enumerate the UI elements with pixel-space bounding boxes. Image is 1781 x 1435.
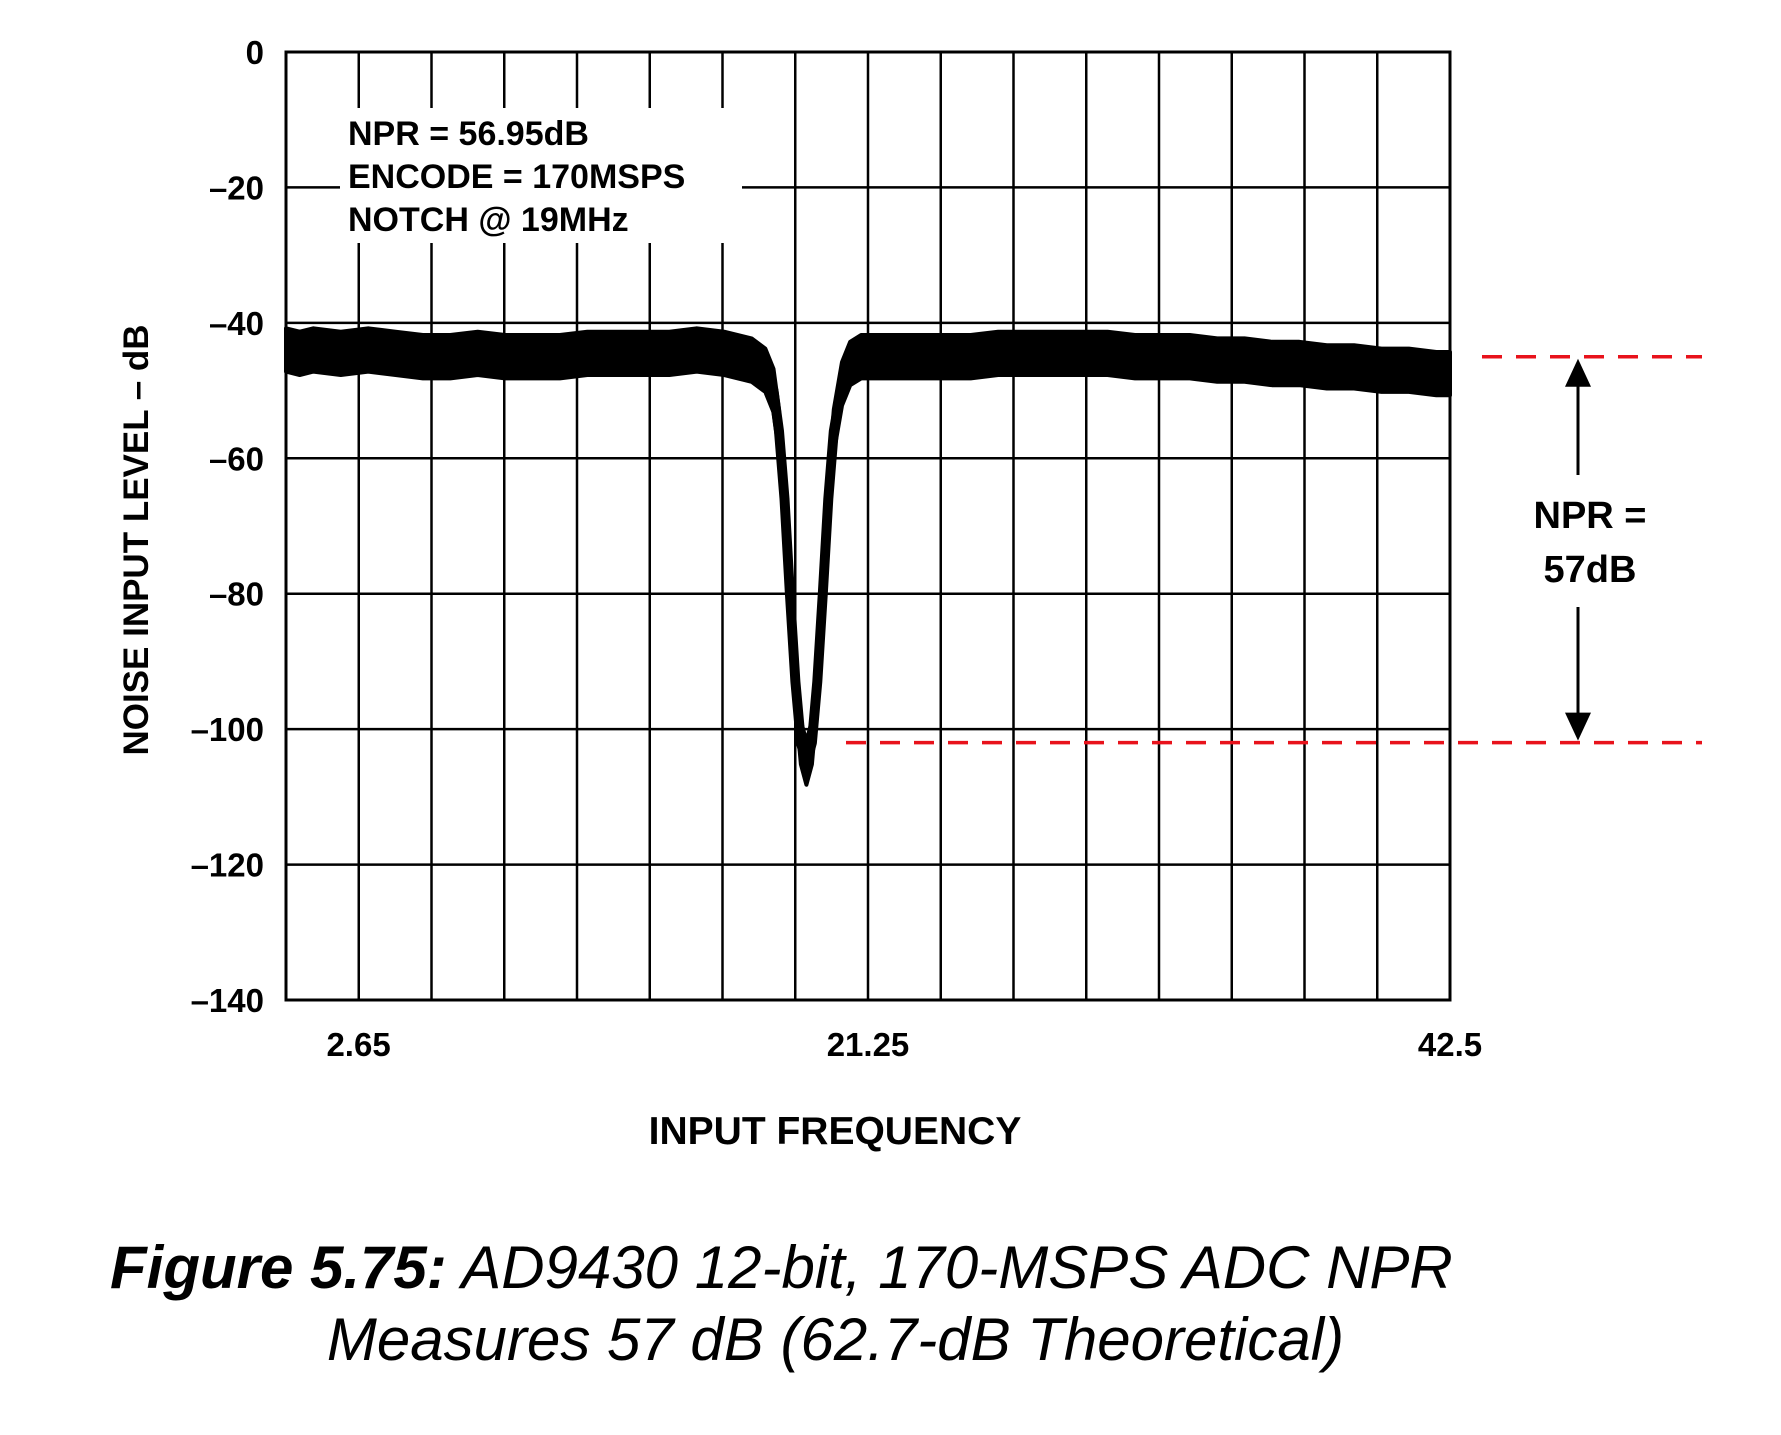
y-tick-label: –20: [209, 169, 264, 206]
caption-line-2: Measures 57 dB (62.7-dB Theoretical): [326, 1306, 1345, 1373]
y-tick-label: –100: [191, 711, 264, 748]
y-axis-ticks: 0 –20 –40 –60 –80 –100 –120 –140: [191, 34, 264, 1019]
annotation-notch: NOTCH @ 19MHz: [348, 201, 629, 239]
x-tick-label: 2.65: [326, 1026, 390, 1063]
npr-bracket: NPR = 57dB: [846, 354, 1702, 745]
y-tick-label: –60: [209, 440, 264, 477]
npr-arrow-down-head: [1565, 712, 1591, 741]
caption-figure-label: Figure 5.75:: [110, 1234, 447, 1301]
noise-trace-band: [284, 326, 1452, 787]
y-tick-label: –120: [191, 847, 264, 884]
caption-line-1: Figure 5.75: AD9430 12-bit, 170-MSPS ADC…: [110, 1232, 1453, 1304]
x-axis-ticks: 2.65 21.25 42.5: [326, 1026, 1482, 1063]
y-tick-label: –80: [209, 576, 264, 613]
y-axis-label: NOISE INPUT LEVEL – dB: [117, 324, 156, 755]
x-tick-label: 42.5: [1418, 1026, 1482, 1063]
annotation-box: NPR = 56.95dB ENCODE = 170MSPS NOTCH @ 1…: [340, 108, 742, 243]
caption-line-1-text: AD9430 12-bit, 170-MSPS ADC NPR: [446, 1234, 1453, 1301]
x-tick-label: 21.25: [827, 1026, 910, 1063]
annotation-npr: NPR = 56.95dB: [348, 115, 589, 153]
npr-bracket-label-line1: NPR =: [1534, 495, 1647, 537]
x-axis-label: INPUT FREQUENCY: [649, 1110, 1022, 1153]
npr-arrow-up-head: [1565, 358, 1591, 387]
noise-trace: [284, 326, 1452, 787]
y-tick-label: –40: [209, 305, 264, 342]
annotation-encode: ENCODE = 170MSPS: [348, 158, 685, 196]
npr-bracket-label-line2: 57dB: [1544, 549, 1637, 591]
y-tick-label: –140: [191, 982, 264, 1019]
y-tick-label: 0: [246, 34, 264, 71]
noise-trace-line: [284, 344, 1450, 768]
